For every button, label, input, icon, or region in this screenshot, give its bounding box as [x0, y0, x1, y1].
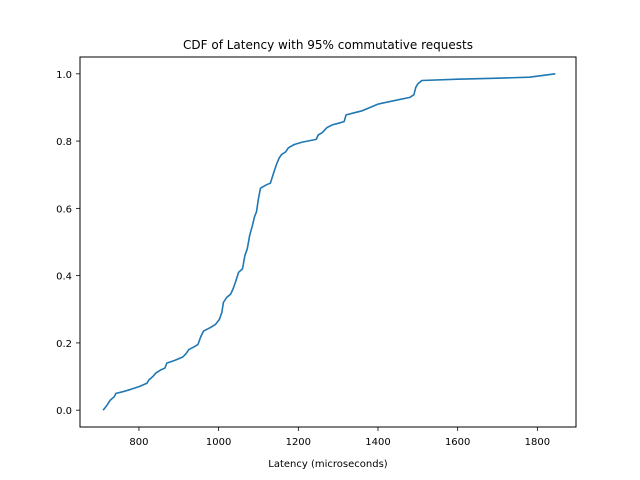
chart-title: CDF of Latency with 95% commutative requ… [183, 38, 473, 52]
x-tick-label: 1000 [206, 437, 231, 448]
plot-frame [79, 56, 577, 428]
y-tick-label: 0.0 [56, 406, 72, 417]
x-axis: 800 1000 1200 1400 1600 1800 [129, 427, 550, 448]
y-tick-label: 0.8 [56, 137, 72, 148]
x-tick-label: 800 [129, 437, 148, 448]
x-tick-label: 1400 [365, 437, 390, 448]
y-tick-label: 0.6 [56, 204, 72, 215]
y-tick-label: 1.0 [56, 70, 72, 81]
x-tick-label: 1800 [525, 437, 550, 448]
x-tick-label: 1600 [445, 437, 470, 448]
series-line-latency-cdf [102, 73, 556, 411]
y-tick-label: 0.4 [56, 272, 72, 283]
x-tick-label: 1200 [286, 437, 311, 448]
x-axis-label: Latency (microseconds) [268, 459, 388, 470]
y-axis: 0.0 0.2 0.4 0.6 0.8 1.0 [56, 70, 80, 417]
y-tick-label: 0.2 [56, 339, 72, 350]
